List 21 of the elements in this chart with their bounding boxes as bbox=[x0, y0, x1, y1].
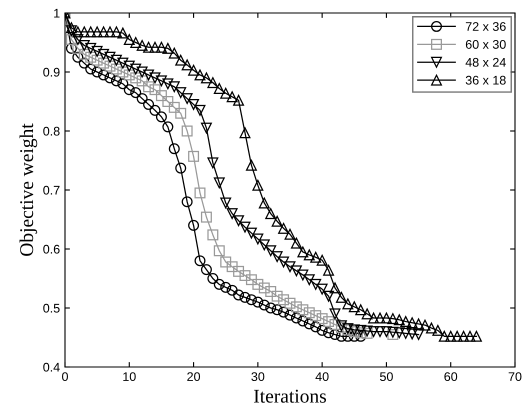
x-tick-label: 10 bbox=[123, 372, 136, 382]
x-tick-label: 70 bbox=[508, 372, 522, 382]
x-tick-label: 0 bbox=[62, 372, 68, 382]
y-tick-label: 0.5 bbox=[43, 304, 60, 313]
y-tick-label: 1 bbox=[54, 8, 60, 18]
x-tick-label: 30 bbox=[251, 372, 264, 382]
y-tick-label: 0.7 bbox=[43, 186, 60, 195]
legend-label: 60 x 30 bbox=[466, 40, 506, 49]
y-tick-label: 0.6 bbox=[43, 244, 60, 254]
x-axis-title: Iterations bbox=[254, 390, 326, 403]
x-tick-label: 50 bbox=[380, 372, 393, 382]
y-tick-label: 0.8 bbox=[43, 126, 60, 136]
x-tick-label: 40 bbox=[315, 372, 329, 382]
legend-label: 72 x 36 bbox=[466, 22, 506, 31]
y-tick-label: 0.4 bbox=[43, 362, 60, 372]
x-tick-label: 20 bbox=[187, 372, 200, 382]
x-tick-label: 60 bbox=[444, 372, 458, 382]
y-tick-label: 0.9 bbox=[43, 68, 60, 77]
legend-label: 48 x 24 bbox=[466, 58, 506, 67]
legend-label: 36 x 18 bbox=[466, 76, 506, 85]
y-axis-title: Objective weight bbox=[20, 123, 38, 256]
